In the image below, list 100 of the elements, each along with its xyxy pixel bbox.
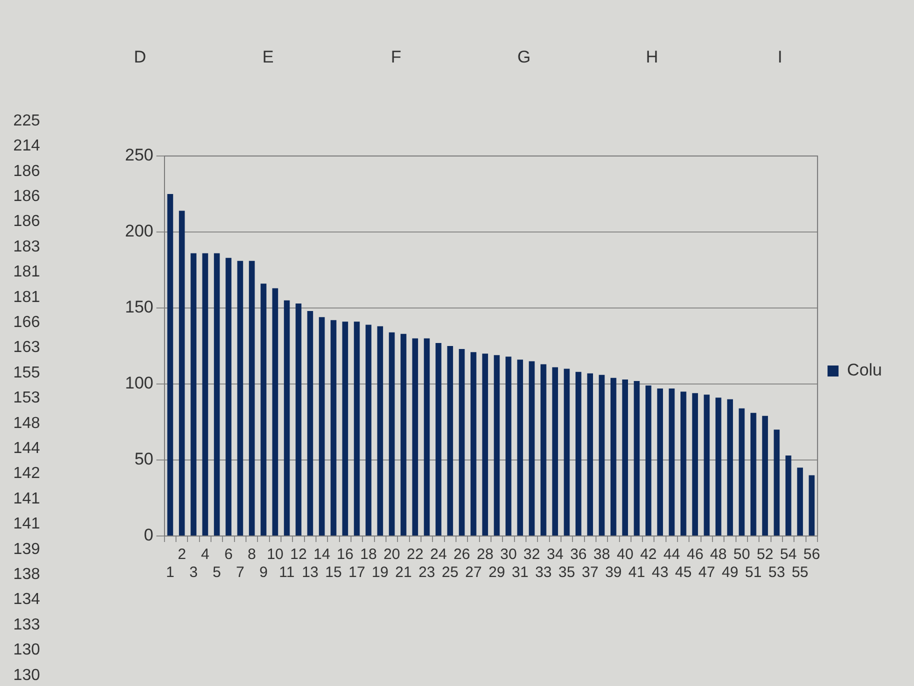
bar (610, 378, 616, 536)
bar (704, 394, 710, 536)
bar (680, 392, 686, 536)
x-tick-label: 17 (348, 564, 366, 582)
bar (528, 361, 535, 536)
x-tick-label: 46 (686, 546, 704, 564)
x-tick-label: 7 (236, 564, 244, 582)
text: 139 (13, 540, 40, 558)
x-tick-label: 20 (383, 546, 400, 564)
bar (645, 386, 652, 536)
text: 186 (13, 213, 40, 230)
x-tick-label: 9 (259, 564, 268, 582)
x-tick-label: 44 (663, 546, 680, 564)
text: G (517, 48, 531, 67)
text: 181 (13, 264, 40, 281)
x-tick-label: 42 (640, 546, 657, 564)
x-tick-label: 43 (652, 564, 668, 582)
bar (424, 338, 430, 536)
x-tick-label: 5 (212, 564, 222, 582)
text: 163 (13, 339, 40, 356)
bar (494, 355, 500, 536)
x-tick-label: 45 (675, 564, 692, 582)
bar (260, 284, 266, 536)
text: 142 (13, 465, 40, 482)
x-tick-label: 48 (710, 546, 727, 564)
x-tick-label: 1 (166, 564, 174, 582)
x-tick-label: 38 (593, 546, 610, 564)
x-tick-label: 51 (745, 564, 762, 582)
text: 181 (13, 288, 40, 306)
x-tick-label: 10 (266, 546, 284, 564)
x-tick-label: 12 (290, 546, 307, 564)
bar (540, 364, 546, 536)
text: 138 (13, 566, 40, 584)
bar (296, 303, 302, 536)
text: 130 (13, 666, 40, 684)
x-tick-label: 52 (756, 546, 774, 564)
text: 225 (13, 112, 40, 130)
y-tick-label: 200 (124, 222, 154, 241)
y-tick-label: 100 (124, 374, 154, 393)
text: 166 (13, 314, 40, 332)
bar (517, 360, 524, 536)
x-tick-label: 14 (313, 546, 330, 564)
y-tick-label: 50 (134, 450, 154, 469)
bar (178, 210, 185, 536)
bar (762, 416, 768, 536)
bar (785, 455, 792, 536)
bar (727, 399, 733, 536)
x-tick-label: 28 (476, 546, 494, 564)
text: 148 (13, 414, 40, 432)
bar (587, 373, 594, 536)
x-tick-label: 31 (512, 564, 528, 582)
x-tick-label: 32 (523, 546, 540, 564)
bar (214, 253, 220, 536)
bar (190, 253, 196, 536)
x-tick-label: 15 (325, 564, 342, 582)
bar (692, 393, 698, 536)
text: H (646, 48, 658, 67)
bar (738, 408, 745, 536)
bar (342, 322, 348, 536)
text: F (390, 48, 402, 67)
bar (808, 475, 815, 536)
text: 130 (13, 642, 40, 659)
x-tick-label: 50 (733, 546, 750, 564)
bar (774, 430, 780, 536)
x-tick-label: 2 (178, 546, 186, 564)
text: 141 (13, 516, 40, 533)
y-tick-label: 0 (144, 526, 154, 545)
bar (436, 342, 442, 536)
text: 186 (13, 162, 40, 180)
x-tick-label: 35 (558, 564, 576, 582)
text: 183 (13, 238, 40, 256)
bar (634, 380, 640, 536)
text: 186 (13, 188, 40, 206)
bar (307, 311, 314, 536)
bar (482, 354, 488, 536)
x-tick-label: 56 (803, 546, 820, 564)
legend-label: Colu (847, 360, 882, 380)
bar (657, 388, 663, 536)
x-tick-label: 13 (302, 564, 319, 582)
y-tick-label: 150 (124, 298, 154, 317)
bar (576, 372, 582, 536)
x-tick-label: 27 (465, 564, 482, 582)
x-tick-label: 19 (372, 564, 388, 582)
bar (412, 338, 418, 536)
text: 155 (13, 364, 40, 382)
x-tick-label: 11 (279, 564, 295, 582)
text: 133 (13, 616, 40, 634)
x-tick-label: 34 (546, 546, 564, 564)
x-tick-label: 41 (628, 564, 646, 582)
x-tick-label: 47 (698, 564, 716, 582)
bar (377, 326, 384, 536)
x-tick-label: 54 (780, 546, 797, 564)
x-tick-label: 30 (500, 546, 517, 564)
bar (598, 374, 605, 536)
x-tick-label: 4 (201, 546, 210, 564)
text: 144 (13, 440, 40, 458)
y-tick-label: 250 (124, 146, 154, 165)
x-tick-label: 18 (360, 546, 377, 564)
bar (366, 324, 372, 536)
bar (458, 349, 465, 536)
